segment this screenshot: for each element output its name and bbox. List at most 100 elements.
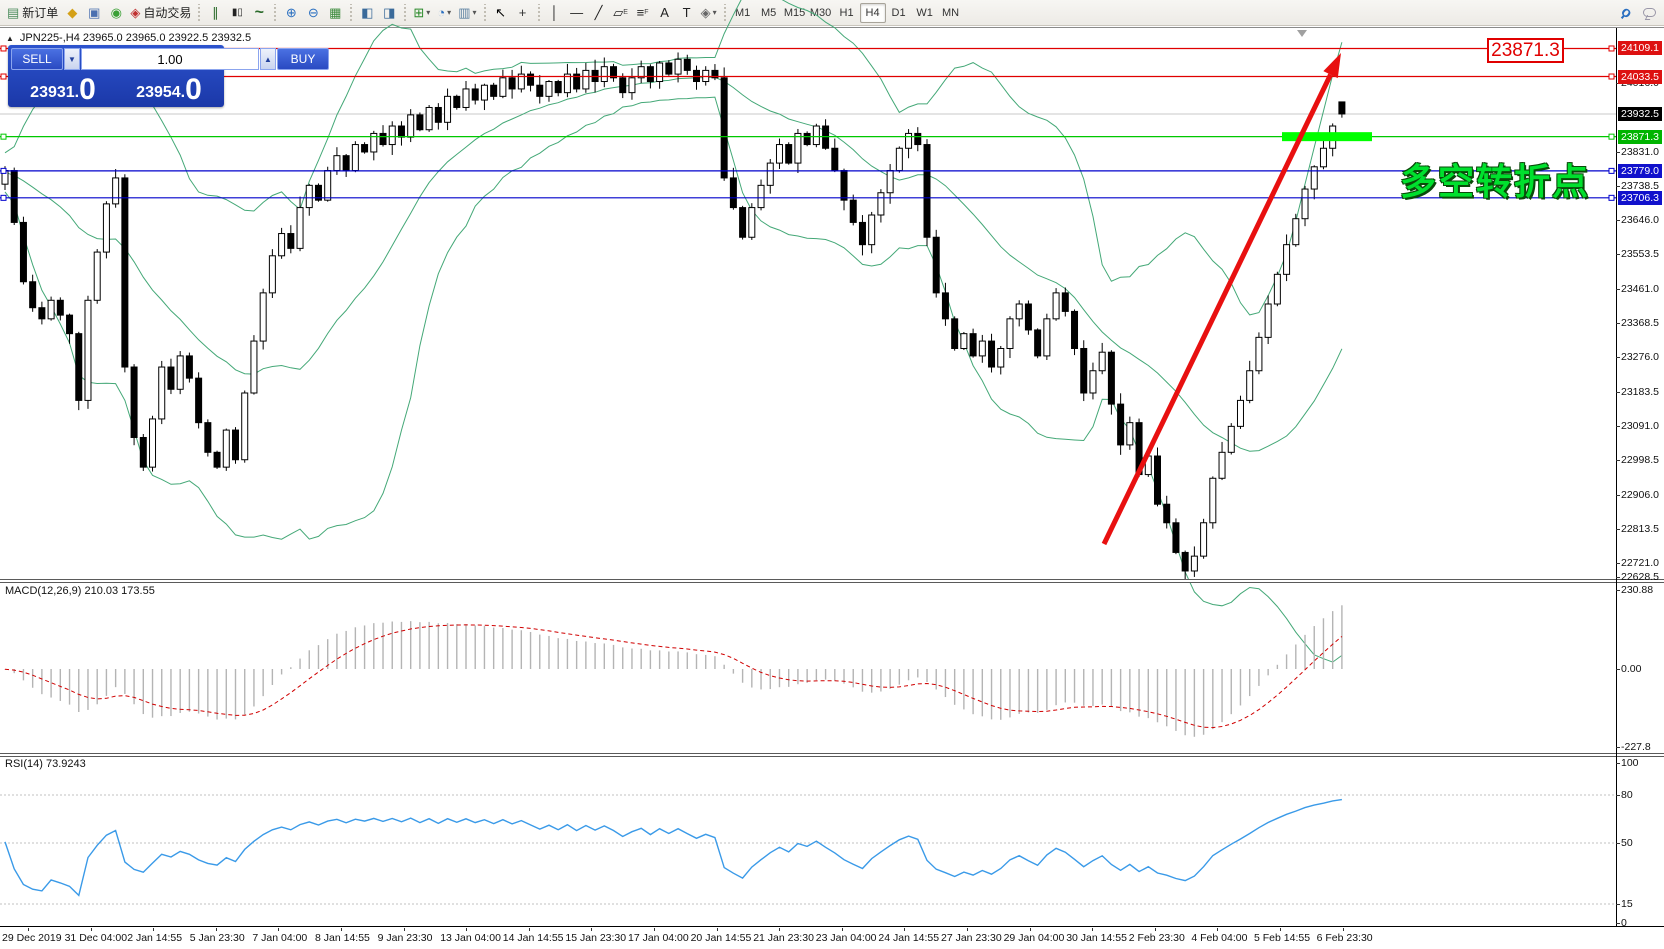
line-chart-button[interactable]: ~ [248, 2, 270, 24]
rsi-line [4, 798, 1342, 897]
text-label-icon: T [682, 5, 691, 20]
text-button[interactable]: A [654, 2, 676, 24]
timeframe-h1-button[interactable]: H1 [839, 6, 854, 19]
collapse-triangle-icon[interactable]: ▲ [6, 33, 14, 43]
candles [1, 52, 1346, 582]
volume-input[interactable] [81, 48, 259, 70]
text-icon: A [660, 5, 669, 20]
time-axis-label: 2 Feb 23:30 [1128, 932, 1185, 944]
chevron-down-icon: ▾ [712, 8, 717, 17]
autotrade-icon: ◈ [130, 5, 141, 20]
autotrade-button[interactable]: ◈ 自动交易 [127, 2, 194, 24]
time-axis-label: 29 Jan 04:00 [1003, 932, 1065, 944]
toolbar-separator [403, 3, 408, 22]
price-axis-label: 23831.0 [1621, 145, 1659, 158]
timeframe-d1-button[interactable]: D1 [891, 6, 906, 19]
timeframe-m5-button[interactable]: M5 [760, 6, 777, 19]
zoom-in-button[interactable]: ⊕ [280, 2, 302, 24]
line-chart-icon: ~ [254, 3, 264, 21]
toolbar-separator [536, 3, 541, 22]
timeframe-m30-button[interactable]: M30 [809, 6, 832, 19]
buy-button[interactable]: BUY [277, 48, 329, 70]
price-axis-label: 23091.0 [1621, 419, 1659, 432]
market-watch-button[interactable]: ◆ [61, 2, 83, 24]
crosshair-button[interactable]: + [512, 2, 534, 24]
macd-panel-chart[interactable] [0, 583, 1618, 753]
chart-shift-button[interactable]: ◨ [378, 2, 400, 24]
price-axis-label: 22906.0 [1621, 488, 1659, 501]
templates-button[interactable]: ▥ ▾ [455, 2, 479, 24]
indicators-button[interactable]: ⊞ ▾ [410, 2, 433, 24]
panel-separator[interactable] [0, 753, 1664, 757]
price-badge: 23779.0 [1618, 163, 1662, 178]
auto-scroll-button[interactable]: ◧ [356, 2, 378, 24]
cursor-icon: ↖ [495, 5, 507, 20]
fibonacci-icon: ≡ [636, 5, 645, 20]
time-axis-label: 31 Dec 04:00 [64, 932, 128, 944]
time-axis-label: 9 Jan 23:30 [377, 932, 433, 944]
time-axis-label: 8 Jan 14:55 [315, 932, 370, 944]
time-axis-label: 24 Jan 14:55 [878, 932, 940, 944]
time-axis-label: 13 Jan 04:00 [440, 932, 501, 944]
new-order-button[interactable]: ▤ 新订单 [4, 2, 61, 24]
sell-button[interactable]: SELL [11, 48, 63, 70]
trendline-button[interactable]: ╱ [588, 2, 610, 24]
time-axis-label: 6 Feb 23:30 [1316, 932, 1373, 944]
rsi-axis-label: 80 [1621, 789, 1633, 801]
shapes-icon: ◈ [700, 5, 711, 20]
shapes-button[interactable]: ◈ ▾ [698, 2, 720, 24]
rsi-axis-label: 50 [1621, 837, 1633, 849]
vertical-line-button[interactable]: │ [544, 2, 566, 24]
time-axis[interactable]: 29 Dec 2019 31 Dec 04:00 2 Jan 14:55 5 Jan … [0, 928, 1664, 949]
text-label-button[interactable]: T [676, 2, 698, 24]
periods-button[interactable]: ◔ ▾ [433, 2, 455, 24]
data-window-button[interactable]: ▣ [83, 2, 105, 24]
bollinger-lo-band [4, 96, 1343, 663]
volume-down-spinner[interactable]: ▼ [64, 48, 80, 70]
turning-point-annotation[interactable]: 多空转折点 [1400, 161, 1591, 202]
signal-button[interactable]: ◉ [105, 2, 127, 24]
time-axis-label: 14 Jan 14:55 [502, 932, 564, 944]
data-window-icon: ▣ [88, 5, 101, 20]
sell-price[interactable]: 23931. 0 [30, 73, 96, 107]
rsi-panel-chart[interactable] [0, 756, 1618, 926]
time-axis-label: 21 Jan 23:30 [753, 932, 814, 944]
search-button[interactable]: ϙ [1616, 2, 1638, 24]
horizontal-line-button[interactable]: — [566, 2, 588, 24]
price-callout-box[interactable]: 23871.3 [1487, 38, 1564, 63]
timeframe-m15-button[interactable]: M15 [783, 6, 806, 19]
main-price-chart[interactable] [0, 0, 1618, 663]
panel-separator[interactable] [0, 579, 1664, 583]
one-click-trading-panel: SELL ▼ ▲ BUY 23931.0 23954.0 [8, 45, 329, 107]
price-badge: 23871.3 [1618, 129, 1662, 144]
buy-price[interactable]: 23954. 0 [136, 73, 202, 107]
timeframe-h4-button[interactable]: H4 [859, 2, 886, 23]
price-axis-label: 23461.0 [1621, 282, 1659, 295]
cursor-button[interactable]: ↖ [490, 2, 512, 24]
zoom-out-icon: ⊖ [307, 5, 319, 20]
fibonacci-button[interactable]: ≡ F [636, 5, 649, 20]
candlestick-button[interactable]: ▮▯ [226, 2, 248, 24]
new-order-icon: ▤ [7, 5, 20, 20]
trendline-icon: ╱ [594, 5, 603, 20]
channel-button[interactable]: ▱ E [613, 5, 628, 20]
chat-button[interactable] [1638, 2, 1660, 24]
timeframe-w1-button[interactable]: W1 [916, 6, 933, 19]
auto-scroll-icon: ◧ [361, 5, 374, 20]
chart-shift-icon: ◨ [383, 5, 396, 20]
price-axis-label: 22628.5 [1621, 571, 1659, 583]
new-order-button-label: 新订单 [22, 6, 59, 20]
zoom-out-button[interactable]: ⊖ [302, 2, 324, 24]
time-axis-label: 17 Jan 04:00 [628, 932, 689, 944]
indicators-icon: ⊞ [413, 5, 425, 20]
trend-arrow [1101, 73, 1333, 546]
tile-windows-button[interactable]: ▦ [324, 2, 346, 24]
bar-chart-button[interactable]: ∥ [204, 2, 226, 24]
timeframe-m1-button[interactable]: M1 [734, 6, 751, 19]
chevron-down-icon: ▾ [472, 8, 477, 17]
signal-icon: ◉ [110, 5, 122, 20]
timeframe-mn-button[interactable]: MN [942, 6, 960, 19]
volume-up-spinner[interactable]: ▲ [260, 48, 276, 70]
chart-title: ▲ JPN225-,H4 23965.0 23965.0 23922.5 239… [6, 32, 251, 44]
time-axis-label: 4 Feb 04:00 [1191, 932, 1248, 944]
